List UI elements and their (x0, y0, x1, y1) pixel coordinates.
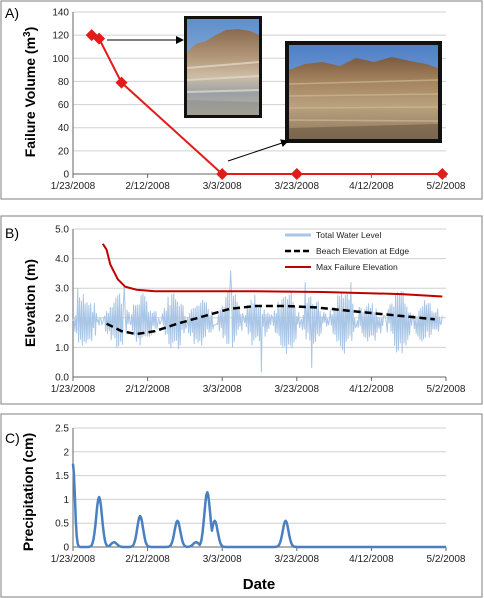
panel-a-y-tick-label: 100 (52, 54, 69, 65)
panel-b-x-tick-label: 3/23/2008 (275, 384, 320, 395)
panel-b-x-tick-label: 1/23/2008 (51, 384, 96, 395)
panel-c-frame (0, 413, 483, 598)
panel-a-x-tick-label: 1/23/2008 (51, 181, 96, 192)
panel-b-y-tick-label: 3.0 (55, 284, 69, 295)
panel-c-x-tick-label: 3/3/2008 (203, 554, 242, 565)
panel-a-x-tick-label: 3/3/2008 (203, 181, 242, 192)
panel-b-plot: 0.0 1.0 2.0 3.0 4.0 5.0 1/23/2008 2/12/2008 3/3/… (51, 225, 466, 396)
panel-a-x-tick-label: 2/12/2008 (125, 181, 170, 192)
panel-b-x-tick-label: 3/3/2008 (203, 384, 242, 395)
panel-a-y-tick-label: 140 (52, 8, 69, 19)
panel-a-y-tick-label: 80 (58, 77, 70, 88)
failure-volume-marker (115, 76, 128, 89)
total-water-level-line (72, 270, 443, 373)
panel-a-y-axis-title: Failure Volume (m3) (22, 27, 38, 158)
panel-c-y-tick-label: 1.5 (55, 471, 69, 482)
panel-c-plot: 0 0.5 1 1.5 2 2.5 1/23/2008 2/12/2008 3/3/2008 3/… (51, 424, 466, 566)
panel-b-y-tick-label: 1.0 (55, 343, 69, 354)
cliff-photo-1 (184, 16, 262, 118)
legend-label-maxfail: Max Failure Elevation (316, 262, 398, 272)
panel-c-x-tick-label: 5/2/2008 (427, 554, 466, 565)
panel-c-label: C) (5, 430, 20, 446)
panel-b-y-tick-label: 4.0 (55, 254, 69, 265)
failure-volume-marker (93, 32, 106, 45)
panel-c-x-tick-label: 2/12/2008 (125, 554, 170, 565)
panel-a-y-tick-label: 20 (58, 146, 70, 157)
panel-c-y-tick-label: 0 (63, 543, 69, 554)
panel-a-x-tick-label: 3/23/2008 (275, 181, 320, 192)
panel-a-y-tick-label: 0 (63, 170, 69, 181)
panel-c-x-tick-label: 4/12/2008 (349, 554, 394, 565)
failure-volume-marker (290, 168, 303, 180)
panel-a-x-tick-label: 5/2/2008 (427, 181, 466, 192)
panel-b-legend: Total Water Level Beach Elevation at Edg… (285, 230, 409, 272)
panel-b-y-tick-label: 2.0 (55, 313, 69, 324)
panel-c-y-tick-label: 2.5 (55, 424, 69, 435)
panel-c-y-axis-title: Precipitation (cm) (20, 433, 36, 551)
panel-a-y-tick-label: 120 (52, 31, 69, 42)
precipitation-line (71, 463, 447, 549)
legend-label-beach: Beach Elevation at Edge (316, 246, 409, 256)
panel-c-x-tick-label: 3/23/2008 (275, 554, 320, 565)
panel-c-y-tick-label: 1 (63, 495, 69, 506)
failure-volume-marker (216, 168, 229, 180)
panel-b-y-axis-title: Elevation (m) (22, 259, 38, 347)
beach-elevation-line (106, 304, 435, 336)
panel-c-y-tick-label: 0.5 (55, 519, 69, 530)
legend-label-water: Total Water Level (316, 230, 381, 240)
panel-b-label: B) (5, 225, 19, 241)
panel-a-y-tick-label: 60 (58, 100, 70, 111)
panel-c-y-tick-label: 2 (63, 447, 69, 458)
panel-c-x-tick-label: 1/23/2008 (51, 554, 96, 565)
panel-b-y-tick-label: 5.0 (55, 225, 69, 236)
panel-b-x-tick-label: 4/12/2008 (349, 384, 394, 395)
panel-b-x-tick-label: 5/2/2008 (427, 384, 466, 395)
panel-a-x-tick-label: 4/12/2008 (349, 181, 394, 192)
panel-b-x-tick-label: 2/12/2008 (125, 384, 170, 395)
max-failure-elevation-line (101, 243, 443, 298)
x-axis-title: Date (243, 576, 276, 593)
photo-2-arrow (227, 139, 289, 162)
panel-a-label: A) (5, 5, 19, 21)
panel-a-y-tick-label: 40 (58, 123, 70, 134)
cliff-photo-2 (285, 41, 442, 143)
panel-b-y-tick-label: 0.0 (55, 373, 69, 384)
failure-volume-marker (436, 168, 449, 180)
